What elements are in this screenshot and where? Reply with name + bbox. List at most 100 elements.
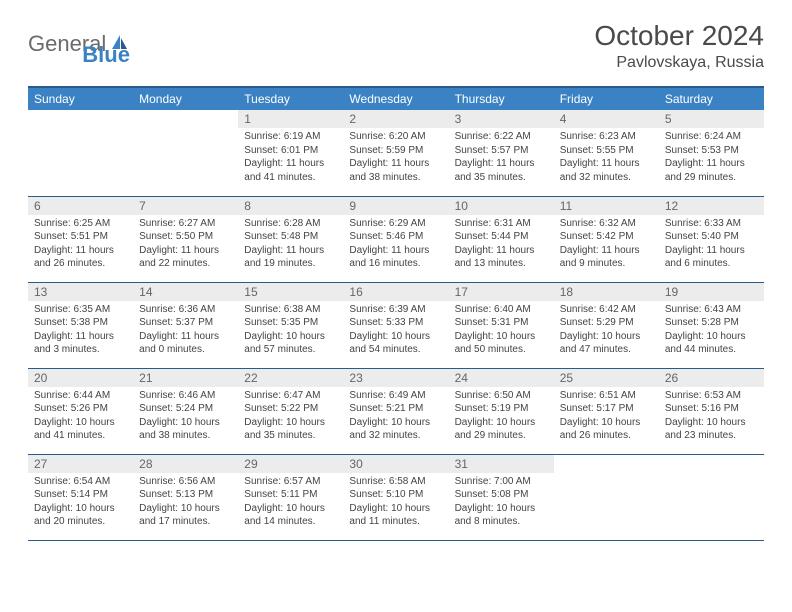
calendar-day-cell: 28Sunrise: 6:56 AMSunset: 5:13 PMDayligh…	[133, 454, 238, 540]
sunset-text: Sunset: 5:44 PM	[455, 230, 548, 244]
calendar-day-cell: 8Sunrise: 6:28 AMSunset: 5:48 PMDaylight…	[238, 196, 343, 282]
page-title: October 2024	[594, 20, 764, 52]
daylight-text: Daylight: 10 hours and 11 minutes.	[349, 502, 442, 529]
day-header-row: Sunday Monday Tuesday Wednesday Thursday…	[28, 87, 764, 110]
sunrise-text: Sunrise: 6:35 AM	[34, 303, 127, 317]
daylight-text: Daylight: 11 hours and 29 minutes.	[665, 157, 758, 184]
sunset-text: Sunset: 5:50 PM	[139, 230, 232, 244]
day-details: Sunrise: 6:42 AMSunset: 5:29 PMDaylight:…	[554, 301, 659, 361]
calendar-week-row: 27Sunrise: 6:54 AMSunset: 5:14 PMDayligh…	[28, 454, 764, 540]
day-details: Sunrise: 6:43 AMSunset: 5:28 PMDaylight:…	[659, 301, 764, 361]
day-details: Sunrise: 6:29 AMSunset: 5:46 PMDaylight:…	[343, 215, 448, 275]
calendar-day-cell: 4Sunrise: 6:23 AMSunset: 5:55 PMDaylight…	[554, 110, 659, 196]
day-details: Sunrise: 6:27 AMSunset: 5:50 PMDaylight:…	[133, 215, 238, 275]
daylight-text: Daylight: 10 hours and 47 minutes.	[560, 330, 653, 357]
calendar-day-cell: 18Sunrise: 6:42 AMSunset: 5:29 PMDayligh…	[554, 282, 659, 368]
calendar-week-row: 6Sunrise: 6:25 AMSunset: 5:51 PMDaylight…	[28, 196, 764, 282]
day-details: Sunrise: 6:49 AMSunset: 5:21 PMDaylight:…	[343, 387, 448, 447]
sunset-text: Sunset: 5:31 PM	[455, 316, 548, 330]
day-number: 4	[554, 110, 659, 128]
day-details: Sunrise: 6:19 AMSunset: 6:01 PMDaylight:…	[238, 128, 343, 188]
daylight-text: Daylight: 11 hours and 9 minutes.	[560, 244, 653, 271]
calendar-day-cell: 29Sunrise: 6:57 AMSunset: 5:11 PMDayligh…	[238, 454, 343, 540]
sunset-text: Sunset: 6:01 PM	[244, 144, 337, 158]
sunrise-text: Sunrise: 6:54 AM	[34, 475, 127, 489]
daylight-text: Daylight: 11 hours and 16 minutes.	[349, 244, 442, 271]
sunset-text: Sunset: 5:53 PM	[665, 144, 758, 158]
calendar-table: Sunday Monday Tuesday Wednesday Thursday…	[28, 86, 764, 541]
sunrise-text: Sunrise: 6:29 AM	[349, 217, 442, 231]
daylight-text: Daylight: 11 hours and 19 minutes.	[244, 244, 337, 271]
sunrise-text: Sunrise: 6:20 AM	[349, 130, 442, 144]
sunrise-text: Sunrise: 6:32 AM	[560, 217, 653, 231]
daylight-text: Daylight: 10 hours and 54 minutes.	[349, 330, 442, 357]
sunset-text: Sunset: 5:29 PM	[560, 316, 653, 330]
sunset-text: Sunset: 5:14 PM	[34, 488, 127, 502]
daylight-text: Daylight: 11 hours and 0 minutes.	[139, 330, 232, 357]
calendar-day-cell: 12Sunrise: 6:33 AMSunset: 5:40 PMDayligh…	[659, 196, 764, 282]
sunrise-text: Sunrise: 6:43 AM	[665, 303, 758, 317]
calendar-week-row: 1Sunrise: 6:19 AMSunset: 6:01 PMDaylight…	[28, 110, 764, 196]
sunset-text: Sunset: 5:26 PM	[34, 402, 127, 416]
daylight-text: Daylight: 11 hours and 41 minutes.	[244, 157, 337, 184]
day-header: Monday	[133, 87, 238, 110]
calendar-day-cell: 3Sunrise: 6:22 AMSunset: 5:57 PMDaylight…	[449, 110, 554, 196]
day-number: 30	[343, 455, 448, 473]
day-number: 10	[449, 197, 554, 215]
daylight-text: Daylight: 10 hours and 41 minutes.	[34, 416, 127, 443]
sunrise-text: Sunrise: 6:19 AM	[244, 130, 337, 144]
day-number: 25	[554, 369, 659, 387]
sunrise-text: Sunrise: 6:46 AM	[139, 389, 232, 403]
sunset-text: Sunset: 5:19 PM	[455, 402, 548, 416]
sunset-text: Sunset: 5:24 PM	[139, 402, 232, 416]
sunset-text: Sunset: 5:22 PM	[244, 402, 337, 416]
calendar-day-cell: 21Sunrise: 6:46 AMSunset: 5:24 PMDayligh…	[133, 368, 238, 454]
calendar-day-cell: 19Sunrise: 6:43 AMSunset: 5:28 PMDayligh…	[659, 282, 764, 368]
sunset-text: Sunset: 5:51 PM	[34, 230, 127, 244]
day-header: Sunday	[28, 87, 133, 110]
day-details: Sunrise: 6:32 AMSunset: 5:42 PMDaylight:…	[554, 215, 659, 275]
calendar-day-cell: 7Sunrise: 6:27 AMSunset: 5:50 PMDaylight…	[133, 196, 238, 282]
day-number: 26	[659, 369, 764, 387]
sunrise-text: Sunrise: 6:28 AM	[244, 217, 337, 231]
day-details: Sunrise: 6:47 AMSunset: 5:22 PMDaylight:…	[238, 387, 343, 447]
day-number: 2	[343, 110, 448, 128]
calendar-day-cell	[133, 110, 238, 196]
day-header: Saturday	[659, 87, 764, 110]
sunset-text: Sunset: 5:11 PM	[244, 488, 337, 502]
sunrise-text: Sunrise: 6:47 AM	[244, 389, 337, 403]
day-details: Sunrise: 6:51 AMSunset: 5:17 PMDaylight:…	[554, 387, 659, 447]
sunset-text: Sunset: 5:13 PM	[139, 488, 232, 502]
sunset-text: Sunset: 5:46 PM	[349, 230, 442, 244]
calendar-day-cell: 11Sunrise: 6:32 AMSunset: 5:42 PMDayligh…	[554, 196, 659, 282]
day-number: 29	[238, 455, 343, 473]
day-details: Sunrise: 6:50 AMSunset: 5:19 PMDaylight:…	[449, 387, 554, 447]
day-number: 5	[659, 110, 764, 128]
sunset-text: Sunset: 5:40 PM	[665, 230, 758, 244]
daylight-text: Daylight: 11 hours and 6 minutes.	[665, 244, 758, 271]
sunrise-text: Sunrise: 6:33 AM	[665, 217, 758, 231]
day-details: Sunrise: 6:22 AMSunset: 5:57 PMDaylight:…	[449, 128, 554, 188]
sunset-text: Sunset: 5:37 PM	[139, 316, 232, 330]
day-number: 18	[554, 283, 659, 301]
calendar-day-cell: 30Sunrise: 6:58 AMSunset: 5:10 PMDayligh…	[343, 454, 448, 540]
sunset-text: Sunset: 5:57 PM	[455, 144, 548, 158]
header: General Blue October 2024 Pavlovskaya, R…	[28, 20, 764, 72]
sunrise-text: Sunrise: 6:22 AM	[455, 130, 548, 144]
sunrise-text: Sunrise: 6:51 AM	[560, 389, 653, 403]
daylight-text: Daylight: 10 hours and 20 minutes.	[34, 502, 127, 529]
sunrise-text: Sunrise: 6:56 AM	[139, 475, 232, 489]
calendar-day-cell	[554, 454, 659, 540]
sunset-text: Sunset: 5:38 PM	[34, 316, 127, 330]
sunset-text: Sunset: 5:10 PM	[349, 488, 442, 502]
day-details: Sunrise: 6:28 AMSunset: 5:48 PMDaylight:…	[238, 215, 343, 275]
day-number: 14	[133, 283, 238, 301]
daylight-text: Daylight: 11 hours and 13 minutes.	[455, 244, 548, 271]
sunrise-text: Sunrise: 6:40 AM	[455, 303, 548, 317]
sunset-text: Sunset: 5:21 PM	[349, 402, 442, 416]
calendar-day-cell: 16Sunrise: 6:39 AMSunset: 5:33 PMDayligh…	[343, 282, 448, 368]
sunset-text: Sunset: 5:59 PM	[349, 144, 442, 158]
day-details: Sunrise: 6:39 AMSunset: 5:33 PMDaylight:…	[343, 301, 448, 361]
day-number: 31	[449, 455, 554, 473]
daylight-text: Daylight: 10 hours and 35 minutes.	[244, 416, 337, 443]
